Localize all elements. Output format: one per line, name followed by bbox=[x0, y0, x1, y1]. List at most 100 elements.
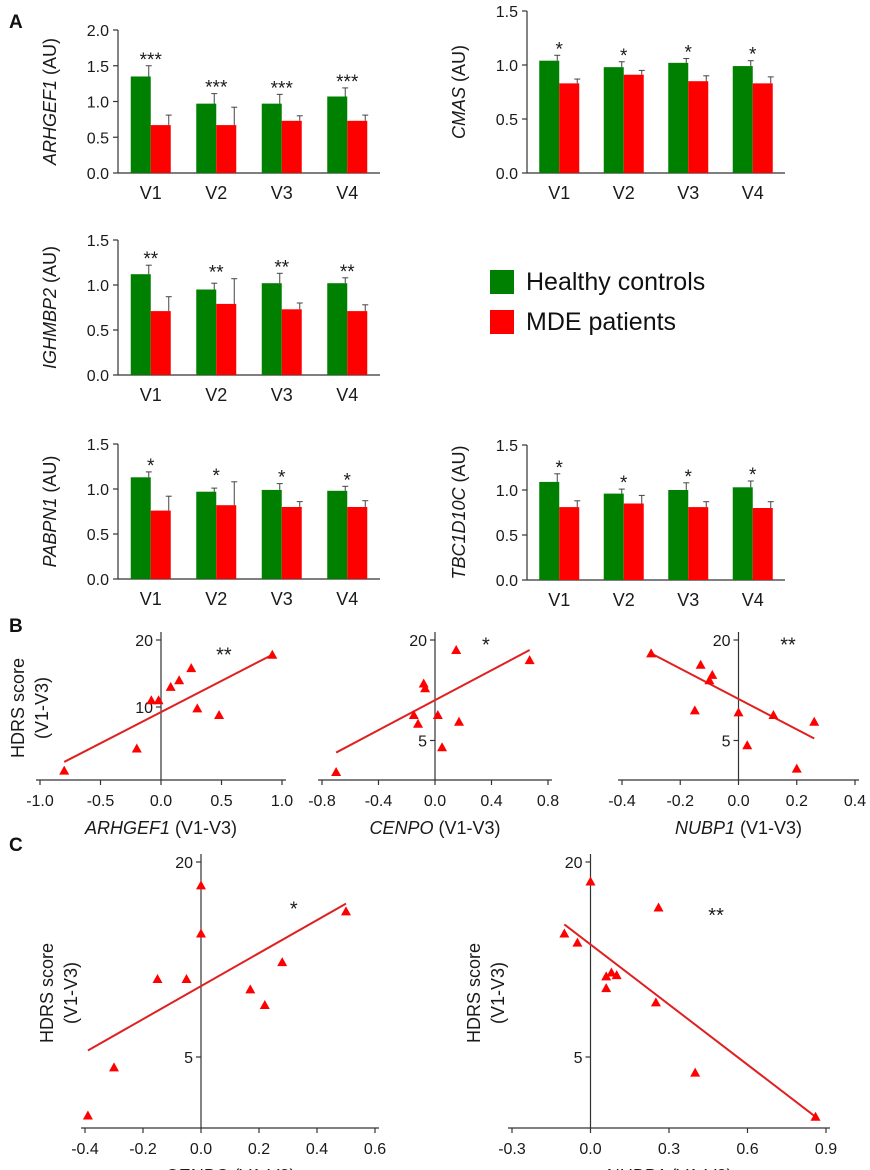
bar-chart-5-ytick-label: 1.5 bbox=[496, 438, 518, 455]
bar-chart-3-ytick-label: 1.5 bbox=[87, 233, 109, 250]
bar-chart-2-bar-healthy bbox=[603, 67, 624, 173]
bar-chart-1-bar-healthy bbox=[261, 103, 282, 173]
scatter-plot-3-data-point bbox=[768, 710, 779, 720]
scatter-plot-1-xtick-label: 0.5 bbox=[210, 793, 232, 810]
bar-chart-5-bar-mde bbox=[559, 507, 580, 580]
legend-label-mde: MDE patients bbox=[526, 307, 677, 336]
legend: Healthy controls MDE patients bbox=[490, 262, 705, 342]
scatter-plot-3-xtick-label: 0.4 bbox=[844, 793, 866, 810]
bar-chart-5-category-label: V4 bbox=[742, 590, 764, 610]
scatter-plot-5-xtick-label: -0.3 bbox=[498, 1141, 526, 1158]
bar-chart-4-bar-healthy bbox=[327, 490, 348, 579]
bar-chart-1-category-label: V2 bbox=[205, 183, 227, 203]
scatter-plot-1-data-point bbox=[174, 675, 185, 685]
bar-chart-5-category-label: V2 bbox=[613, 590, 635, 610]
bar-chart-3-significance: ** bbox=[143, 249, 158, 270]
bar-chart-1-significance: *** bbox=[336, 72, 359, 93]
scatter-plot-4-xtick-label: 0.0 bbox=[190, 1141, 212, 1158]
bar-chart-3-category-label: V4 bbox=[336, 385, 358, 405]
bar-chart-2-category-label: V4 bbox=[742, 183, 764, 203]
scatter-plot-1-xtick-label: 0.0 bbox=[150, 793, 172, 810]
scatter-plot-3-xtick-label: -0.4 bbox=[608, 793, 636, 810]
bar-chart-3-significance: ** bbox=[274, 257, 289, 278]
scatter-plot-2-data-point bbox=[432, 710, 443, 720]
bar-chart-1-ytick-label: 0.0 bbox=[87, 166, 109, 183]
bar-chart-1-bar-mde bbox=[150, 125, 171, 173]
scatter-plot-3-xtick-label: 0.0 bbox=[727, 793, 749, 810]
bar-chart-3-bar-healthy bbox=[261, 283, 282, 375]
bar-chart-3-bar-healthy bbox=[196, 289, 217, 375]
scatter-plot-5-data-point bbox=[650, 997, 661, 1007]
bar-chart-2-ytick-label: 0.5 bbox=[496, 112, 518, 129]
scatter-plot-3-data-point bbox=[704, 675, 715, 685]
scatter-plot-5-data-point bbox=[606, 967, 617, 977]
bar-chart-5-ylabel: TBC1D10C (AU) bbox=[449, 445, 469, 579]
bar-chart-4-category-label: V3 bbox=[271, 589, 293, 609]
scatter-plot-3-xlabel: NUBP1 (V1-V3) bbox=[675, 818, 802, 838]
bar-chart-1-bar-healthy bbox=[327, 96, 348, 173]
scatter-plot-2-xtick-label: 0.4 bbox=[480, 793, 502, 810]
scatter-plot-3-fit-line bbox=[650, 652, 815, 740]
scatter-plot-2-xtick-label: 0.0 bbox=[424, 793, 446, 810]
scatter-plot-1-ylabel-line2: (V1-V3) bbox=[32, 677, 52, 739]
bar-chart-2-ytick-label: 1.5 bbox=[496, 4, 518, 21]
scatter-plot-3-xtick-label: -0.2 bbox=[666, 793, 694, 810]
bar-chart-4-category-label: V2 bbox=[205, 589, 227, 609]
scatter-plot-2-xtick-label: -0.8 bbox=[308, 793, 336, 810]
bar-chart-4-ytick-label: 0.0 bbox=[87, 572, 109, 589]
bar-chart-3-ytick-label: 0.0 bbox=[87, 368, 109, 385]
bar-chart-2-significance: * bbox=[620, 46, 628, 67]
bar-chart-3-bar-mde bbox=[216, 303, 237, 375]
bar-chart-5-ytick-label: 1.0 bbox=[496, 483, 518, 500]
scatter-plot-4-xtick-label: -0.2 bbox=[129, 1141, 157, 1158]
scatter-plot-1-ylabel-line1: HDRS score bbox=[8, 658, 28, 758]
bar-chart-3-ytick-label: 1.0 bbox=[87, 278, 109, 295]
scatter-plot-4-ylabel-line1: HDRS score bbox=[37, 943, 57, 1043]
scatter-plot-1-xtick-label: -1.0 bbox=[26, 793, 54, 810]
scatter-plot-5-data-point bbox=[810, 1111, 821, 1121]
scatter-plot-5-xtick-label: 0.9 bbox=[815, 1141, 837, 1158]
bar-chart-5-significance: * bbox=[685, 467, 693, 488]
scatter-plot-2-data-point bbox=[524, 655, 535, 665]
scatter-plot-1-data-point bbox=[186, 663, 197, 673]
scatter-plot-3-ytick-label: 5 bbox=[722, 734, 731, 751]
scatter-plot-5-xlabel: NUBP1 (V1-V2) bbox=[605, 1166, 732, 1170]
scatter-plot-2-data-point bbox=[413, 718, 424, 728]
bar-chart-2-category-label: V2 bbox=[613, 183, 635, 203]
scatter-plot-5-data-point bbox=[572, 937, 583, 947]
scatter-plot-3-data-point bbox=[646, 648, 657, 658]
scatter-plot-5-data-point bbox=[601, 971, 612, 981]
scatter-plot-4-ytick-label: 5 bbox=[184, 1050, 193, 1067]
scatter-plot-5-xtick-label: 0.3 bbox=[658, 1141, 680, 1158]
bar-chart-5-bar-healthy bbox=[732, 487, 753, 580]
scatter-plot-2-fit-line bbox=[335, 649, 531, 754]
bar-chart-3-category-label: V3 bbox=[271, 385, 293, 405]
scatter-plot-1-data-point bbox=[214, 710, 225, 720]
bar-chart-2-significance: * bbox=[556, 39, 564, 60]
scatter-plot-3-data-point bbox=[791, 763, 802, 773]
bar-chart-1-bar-mde bbox=[347, 120, 368, 173]
legend-item-mde: MDE patients bbox=[490, 302, 705, 342]
bar-chart-5-bar-healthy bbox=[603, 493, 624, 580]
bar-chart-3-bar-healthy bbox=[130, 274, 151, 375]
bar-chart-5-bar-mde bbox=[688, 507, 709, 580]
scatter-plot-5-ytick-label: 5 bbox=[574, 1050, 583, 1067]
scatter-plot-2-data-point bbox=[420, 683, 431, 693]
scatter-plot-4-data-point bbox=[109, 1062, 119, 1072]
bar-chart-2-bar-healthy bbox=[539, 60, 560, 173]
scatter-plot-4-data-point bbox=[341, 906, 351, 916]
scatter-plot-3-data-point bbox=[733, 707, 744, 717]
bar-chart-4-significance: * bbox=[278, 468, 286, 489]
bar-chart-4-bar-healthy bbox=[130, 477, 151, 579]
bar-chart-5-bar-mde bbox=[752, 508, 773, 580]
scatter-plot-3-ytick-label: 20 bbox=[713, 633, 731, 650]
legend-label-healthy: Healthy controls bbox=[526, 267, 706, 296]
scatter-plot-1-data-point bbox=[267, 649, 278, 659]
scatter-plot-4-xtick-label: 0.2 bbox=[248, 1141, 270, 1158]
bar-chart-3-bar-mde bbox=[150, 311, 171, 375]
legend-item-healthy: Healthy controls bbox=[490, 262, 705, 302]
scatter-plot-4-ylabel-line2: (V1-V3) bbox=[61, 962, 81, 1024]
bar-chart-2-category-label: V3 bbox=[677, 183, 699, 203]
scatter-plot-4-data-point bbox=[259, 1000, 270, 1009]
bar-chart-4-ytick-label: 0.5 bbox=[87, 527, 109, 544]
